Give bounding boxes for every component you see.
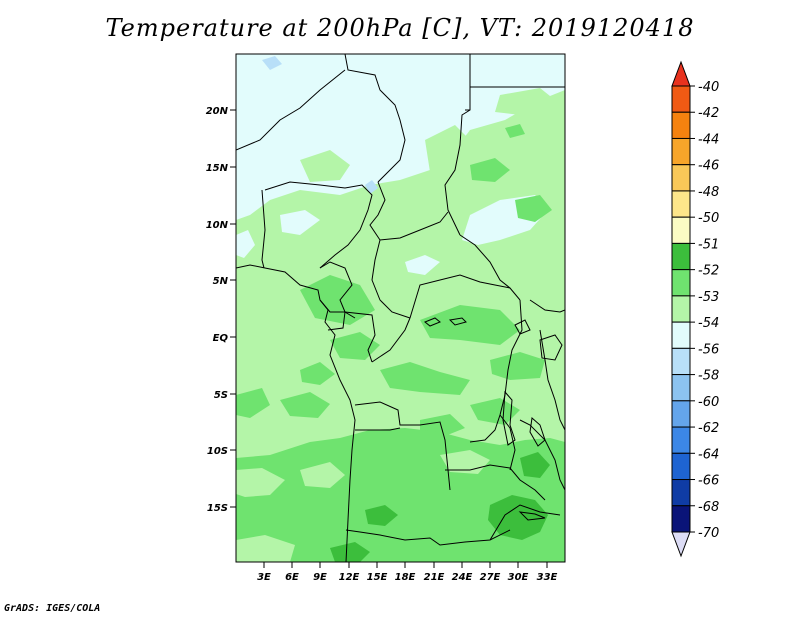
lon-label: 3E bbox=[257, 572, 271, 583]
colorbar-label: -53 bbox=[698, 290, 719, 305]
chart-title: Temperature at 200hPa [C], VT: 201912041… bbox=[105, 14, 695, 42]
colorbar-label: -58 bbox=[698, 369, 719, 384]
colorbar-swatch bbox=[671, 85, 691, 113]
lat-label: 5S bbox=[214, 390, 228, 401]
lat-label: 10S bbox=[207, 446, 228, 457]
colorbar-swatch bbox=[671, 505, 691, 533]
colorbar-label: -64 bbox=[698, 447, 719, 462]
colorbar-label: -51 bbox=[698, 237, 719, 252]
lat-label: 5N bbox=[213, 276, 229, 287]
colorbar-swatch bbox=[671, 164, 691, 192]
lat-label: 10N bbox=[206, 220, 229, 231]
colorbar-swatch bbox=[671, 374, 691, 402]
colorbar-label: -56 bbox=[698, 342, 719, 357]
colorbar-label: -68 bbox=[698, 500, 719, 515]
lon-label: 33E bbox=[537, 572, 558, 583]
lon-label: 27E bbox=[480, 572, 501, 583]
colorbar-label: -46 bbox=[698, 159, 719, 174]
colorbar-swatch bbox=[671, 269, 691, 297]
colorbar-label: -70 bbox=[698, 526, 719, 541]
colorbar-label: -44 bbox=[698, 132, 719, 147]
latitude-axis: 20N 15N 10N 5N EQ 5S 10S 15S bbox=[206, 106, 236, 514]
lat-label: 15N bbox=[206, 163, 229, 174]
colorbar-swatch bbox=[671, 295, 691, 323]
lat-label: EQ bbox=[213, 333, 229, 344]
colorbar-swatch bbox=[671, 347, 691, 376]
colorbar-cap-top bbox=[671, 60, 691, 87]
colorbar-label: -40 bbox=[698, 80, 719, 95]
lon-label: 6E bbox=[285, 572, 299, 583]
colorbar-label: -52 bbox=[698, 264, 719, 279]
colorbar-label: -50 bbox=[698, 211, 719, 226]
lat-label: 15S bbox=[207, 503, 228, 514]
colorbar-swatch bbox=[671, 111, 691, 139]
colorbar-swatch bbox=[671, 426, 691, 454]
temperature-field bbox=[236, 54, 565, 562]
colorbar-swatch bbox=[671, 242, 691, 271]
lon-label: 30E bbox=[508, 572, 529, 583]
colorbar-swatch bbox=[671, 321, 691, 349]
colorbar-label: -62 bbox=[698, 421, 719, 436]
lon-label: 9E bbox=[313, 572, 327, 583]
lakes bbox=[424, 317, 563, 521]
grads-credit: GrADS: IGES/COLA bbox=[4, 603, 101, 614]
lon-label: 18E bbox=[395, 572, 416, 583]
country-borders bbox=[236, 54, 565, 562]
colorbar-label: -42 bbox=[698, 106, 719, 121]
colorbar-cap-bottom bbox=[671, 531, 691, 558]
colorbar-label: -60 bbox=[698, 395, 719, 410]
lon-label: 24E bbox=[452, 572, 473, 583]
colorbar: -40 -42 -44 -46 -48 -50 -51 -52 -53 -54 -56 -58 -60 -… bbox=[671, 60, 719, 558]
lon-label: 21E bbox=[424, 572, 445, 583]
colorbar-swatch bbox=[671, 452, 691, 481]
colorbar-swatch bbox=[671, 400, 691, 428]
map-frame bbox=[235, 53, 566, 563]
colorbar-swatch bbox=[671, 137, 691, 166]
colorbar-swatch bbox=[671, 190, 691, 218]
colorbar-swatch bbox=[671, 216, 691, 244]
colorbar-label: -54 bbox=[698, 316, 719, 331]
colorbar-label: -48 bbox=[698, 185, 719, 200]
lon-label: 15E bbox=[367, 572, 388, 583]
longitude-axis: 3E 6E 9E 12E 15E 18E 21E 24E 27E 30E 33E bbox=[257, 562, 558, 583]
colorbar-swatch bbox=[671, 479, 691, 507]
water-bodies bbox=[262, 56, 378, 194]
lon-label: 12E bbox=[339, 572, 360, 583]
lat-label: 20N bbox=[206, 106, 229, 117]
colorbar-label: -66 bbox=[698, 474, 719, 489]
